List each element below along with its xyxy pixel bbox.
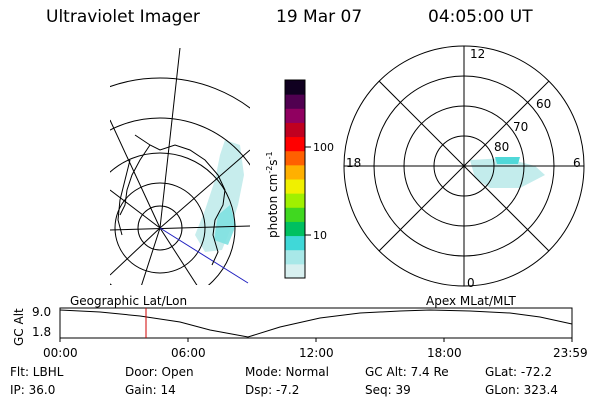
- colorbar-band: [285, 179, 305, 194]
- orbit-altitude-curve: [59, 309, 573, 338]
- status-gain: Gain: 14: [125, 383, 176, 397]
- colorbar-band: [285, 94, 305, 109]
- orbit-xtick: 23:59: [553, 346, 588, 360]
- polar-map-caption: Apex MLat/MLT: [426, 294, 516, 308]
- status-glat: GLat: -72.2: [485, 365, 552, 379]
- status-door: Door: Open: [125, 365, 194, 379]
- colorbar-band: [285, 108, 305, 123]
- observation-time: 04:05:00 UT: [428, 7, 533, 27]
- colorbar-band: [285, 80, 305, 95]
- orbit-xtick: 06:00: [171, 346, 206, 360]
- antarctic-coastline: [117, 134, 226, 266]
- colorbar-tick-100: 100: [313, 141, 334, 154]
- orbit-ylabel: GC Alt: [12, 308, 26, 346]
- colorbar-band: [285, 164, 305, 180]
- orbit-xtick: 00:00: [43, 346, 78, 360]
- colorbar-band: [285, 193, 305, 208]
- geo-map-caption: Geographic Lat/Lon: [70, 294, 188, 308]
- orbit-ytick-top: 9.0: [32, 305, 52, 319]
- colorbar-tick-10: 10: [313, 229, 327, 242]
- mlt-label-6: 6: [573, 156, 581, 170]
- status-dsp: Dsp: -7.2: [245, 383, 300, 397]
- orbit-ytick-bottom: 1.8: [32, 325, 52, 339]
- geo-aurora-emission: [195, 140, 244, 252]
- colorbar-band: [285, 122, 305, 138]
- colorbar-band: [285, 150, 305, 166]
- mlt-label-12: 12: [470, 47, 486, 61]
- status-glon: GLon: 323.4: [485, 383, 558, 397]
- mlat-label-70: 70: [513, 120, 529, 134]
- colorbar-band: [285, 263, 305, 279]
- mlt-label-18: 18: [346, 156, 362, 170]
- colorbar-band: [285, 249, 305, 265]
- colorbar-band: [285, 207, 305, 222]
- orbit-xtick: 12:00: [299, 346, 334, 360]
- status-gc-alt: GC Alt: 7.4 Re: [365, 365, 449, 379]
- colorbar-band: [285, 235, 305, 251]
- status-filter: Flt: LBHL: [10, 365, 64, 379]
- mlat-label-60: 60: [536, 97, 552, 111]
- colorbar-band: [285, 136, 305, 152]
- instrument-title: Ultraviolet Imager: [46, 7, 200, 27]
- mlat-label-80: 80: [494, 140, 510, 154]
- status-mode: Mode: Normal: [245, 365, 329, 379]
- orbit-xtick: 18:00: [427, 346, 462, 360]
- mlt-label-0: 0: [467, 276, 475, 290]
- status-seq: Seq: 39: [365, 383, 411, 397]
- status-ip: IP: 36.0: [10, 383, 56, 397]
- observation-date: 19 Mar 07: [276, 7, 363, 27]
- colorbar-band: [285, 221, 305, 237]
